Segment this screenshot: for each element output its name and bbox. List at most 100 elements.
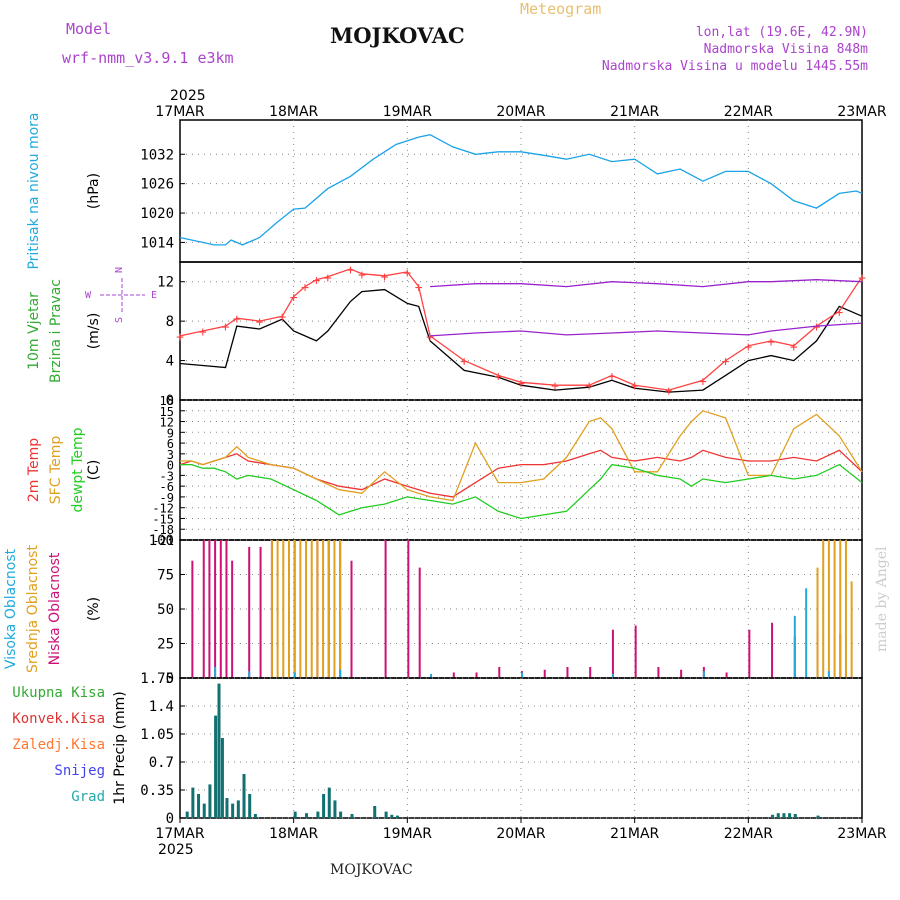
y-tick-label: 0	[166, 671, 174, 687]
gust-marker: +	[256, 315, 264, 330]
y-tick-label: 1.4	[149, 699, 174, 715]
bar	[805, 588, 808, 678]
panel-label: Pritisak na nivou mora	[26, 112, 42, 269]
year-label: 2025	[170, 88, 206, 104]
y-tick-label: 12	[157, 275, 174, 291]
y-tick-label: 3	[167, 448, 174, 462]
bar	[253, 814, 257, 818]
bar	[299, 540, 302, 678]
gust-marker: +	[835, 305, 843, 320]
y-tick-label: -3	[160, 469, 174, 483]
bar	[827, 540, 830, 678]
gust-marker: +	[347, 263, 355, 278]
y-tick-label: 18	[160, 394, 174, 408]
precip-legend-label: Grad	[71, 789, 105, 805]
gust-marker: +	[312, 274, 320, 289]
panel-label: Niska Oblacnost	[47, 552, 63, 665]
bar	[293, 540, 296, 678]
y-tick-label: 25	[157, 637, 174, 653]
x-tick-label: 17MAR	[155, 826, 204, 842]
bar	[611, 629, 614, 678]
x-tick-label: 23MAR	[837, 104, 886, 120]
gust-marker: +	[790, 340, 798, 355]
x-tick-label: 20MAR	[496, 826, 545, 842]
gust-marker: +	[278, 310, 286, 325]
bar	[725, 672, 728, 678]
bar	[827, 671, 830, 678]
gust-marker: +	[517, 376, 525, 391]
bar	[844, 540, 847, 678]
y-tick-label: 1020	[140, 206, 174, 222]
bar	[793, 814, 797, 818]
bar	[418, 567, 421, 678]
gust-marker: +	[699, 374, 707, 389]
gust-marker: +	[813, 320, 821, 335]
bar	[339, 540, 342, 678]
bar	[850, 581, 853, 678]
bar	[782, 813, 786, 818]
bar	[270, 540, 273, 678]
precip-legend-label: Zaledj.Kisa	[12, 737, 105, 753]
model-name: wrf-nmm_v3.9.1 e3km	[62, 49, 234, 67]
bar	[788, 813, 792, 818]
x-tick-label: 21MAR	[610, 826, 659, 842]
panel-label: Visoka Oblacnost	[3, 548, 19, 669]
bar	[293, 672, 296, 678]
y-tick-label: 0	[166, 393, 174, 409]
bar	[248, 546, 251, 678]
bar	[316, 540, 319, 678]
bar	[236, 800, 240, 818]
bar	[191, 560, 194, 678]
panel-label: 2m Temp	[26, 438, 42, 502]
y-tick-label: 9	[167, 426, 174, 440]
coords-label: lon,lat (19.6E, 42.9N)	[695, 25, 868, 40]
unit-label: (%)	[86, 597, 102, 621]
y-tick-label: -15	[152, 512, 174, 526]
gust-marker: +	[426, 330, 434, 345]
bar	[407, 540, 410, 678]
bar	[498, 666, 501, 678]
gust-marker: +	[324, 271, 332, 286]
y-tick-label: 75	[157, 568, 174, 584]
bar	[219, 540, 222, 678]
bar	[793, 615, 796, 678]
bar	[543, 669, 546, 678]
bar	[333, 540, 336, 678]
precip-legend-label: Ukupna Kisa	[12, 685, 105, 701]
x-tick-label: 19MAR	[383, 104, 432, 120]
bar	[771, 814, 775, 818]
bar	[225, 540, 228, 678]
gust-marker: +	[290, 291, 298, 306]
x-tick-label: 17MAR	[155, 104, 204, 120]
series-line	[179, 449, 863, 498]
gust-marker: +	[494, 369, 502, 384]
gust-marker: +	[585, 379, 593, 394]
bar	[310, 540, 313, 678]
bar	[589, 666, 592, 678]
y-tick-label: -21	[152, 534, 174, 548]
y-tick-label: -6	[160, 480, 174, 494]
bar	[231, 560, 234, 678]
panel-frame-precip	[179, 677, 863, 819]
y-tick-label: 4	[166, 354, 174, 370]
bar	[305, 540, 308, 678]
y-tick-label: 0.35	[140, 783, 174, 799]
bar	[305, 813, 309, 818]
y-tick-label: 1026	[140, 177, 174, 193]
series-line	[179, 268, 863, 391]
gust-marker: +	[301, 281, 309, 296]
bar	[191, 787, 195, 818]
x-tick-label: 20MAR	[496, 104, 545, 120]
gust-marker: +	[222, 320, 230, 335]
bar	[202, 540, 205, 678]
x-tick-label: 18MAR	[269, 826, 318, 842]
gust-marker: +	[722, 355, 730, 370]
bar	[395, 815, 399, 818]
y-tick-label: 1.75	[140, 671, 174, 687]
y-tick-label: 0	[167, 459, 174, 473]
model-label: Model	[66, 20, 112, 38]
gust-marker: +	[858, 271, 866, 286]
y-tick-label: 1.05	[140, 727, 174, 743]
unit-label: 1hr Precip (mm)	[112, 691, 128, 804]
